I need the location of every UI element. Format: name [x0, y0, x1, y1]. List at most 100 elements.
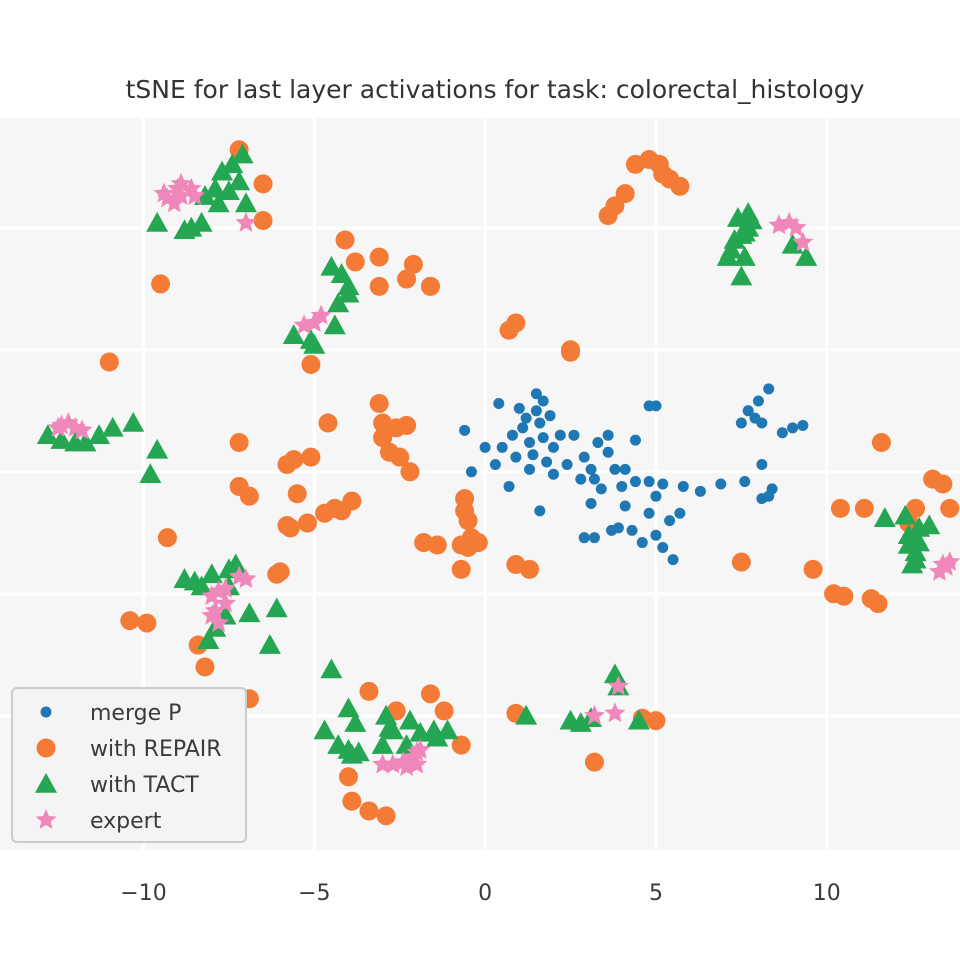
data-point: [534, 505, 546, 517]
data-point: [301, 354, 321, 374]
data-point: [619, 463, 631, 475]
data-point: [739, 476, 751, 488]
data-point: [173, 219, 196, 240]
data-point: [670, 176, 690, 196]
data-point: [585, 498, 597, 510]
data-point: [763, 383, 775, 395]
data-point: [733, 246, 756, 266]
data-point: [520, 559, 540, 579]
data-point: [465, 466, 477, 478]
data-point: [137, 613, 157, 633]
data-point: [517, 422, 529, 434]
data-point: [101, 416, 124, 437]
data-point: [520, 412, 532, 424]
data-point: [381, 719, 404, 740]
data-point: [201, 604, 223, 625]
data-point: [513, 402, 525, 414]
data-point: [426, 726, 449, 747]
data-point: [451, 735, 471, 755]
data-point: [541, 456, 553, 468]
data-point: [50, 429, 73, 449]
data-point: [228, 170, 251, 191]
data-point: [766, 483, 778, 495]
data-point: [359, 801, 379, 821]
data-point: [787, 422, 799, 434]
data-point: [239, 486, 259, 506]
data-point: [561, 458, 573, 470]
data-point: [342, 791, 362, 811]
data-point: [792, 231, 814, 252]
data-point: [215, 577, 236, 598]
data-point: [344, 712, 367, 732]
data-point: [235, 211, 257, 232]
data-point: [602, 446, 614, 458]
data-point: [345, 252, 365, 272]
data-point: [436, 719, 459, 740]
data-series: [36, 140, 960, 826]
data-point: [544, 410, 556, 422]
data-point: [530, 388, 542, 400]
data-point: [578, 532, 590, 544]
data-point: [595, 483, 607, 495]
data-point: [157, 528, 177, 548]
data-point: [197, 629, 220, 649]
data-point: [776, 427, 788, 439]
data-point: [677, 480, 689, 492]
data-point: [234, 192, 257, 213]
data-point: [797, 419, 809, 431]
data-point: [146, 438, 169, 459]
data-point: [901, 553, 924, 574]
legend-label: merge P: [90, 701, 181, 726]
data-point: [277, 454, 297, 474]
data-point: [803, 559, 823, 579]
data-point: [657, 478, 669, 490]
data-point: [933, 474, 953, 494]
data-point: [615, 184, 635, 204]
data-point: [400, 462, 420, 482]
data-point: [524, 463, 536, 475]
series-expert: [47, 172, 960, 776]
data-point: [235, 568, 257, 589]
data-point: [397, 269, 417, 289]
data-point: [208, 612, 230, 632]
data-point: [568, 429, 580, 441]
data-point: [151, 274, 171, 294]
data-point: [664, 515, 676, 527]
data-point: [588, 473, 600, 485]
data-point: [607, 675, 629, 696]
series-with-repair: [99, 140, 960, 826]
data-point: [146, 211, 169, 232]
data-point: [752, 395, 764, 407]
data-point: [359, 681, 379, 701]
data-point: [318, 413, 338, 433]
data-point: [287, 484, 307, 504]
data-point: [795, 246, 818, 266]
data-point: [650, 490, 662, 502]
x-tick-label: 5: [649, 881, 663, 906]
data-point: [583, 704, 605, 725]
data-point: [730, 265, 753, 286]
data-point: [337, 697, 360, 718]
data-point: [646, 711, 666, 731]
data-point: [871, 433, 891, 453]
data-point: [265, 597, 288, 618]
data-point: [603, 663, 626, 684]
data-point: [207, 192, 230, 213]
data-point: [626, 524, 638, 536]
data-point: [71, 419, 93, 440]
data-point: [524, 437, 536, 449]
data-point: [731, 552, 751, 572]
data-point: [643, 507, 655, 519]
data-point: [427, 535, 447, 555]
data-point: [730, 224, 753, 244]
series-with-tact: [36, 143, 941, 764]
data-point: [375, 704, 398, 725]
data-point: [211, 160, 234, 181]
data-point: [74, 431, 97, 452]
data-point: [406, 753, 428, 774]
data-point: [547, 468, 559, 480]
data-point: [584, 752, 604, 772]
data-point: [390, 447, 410, 467]
data-point: [455, 489, 475, 509]
